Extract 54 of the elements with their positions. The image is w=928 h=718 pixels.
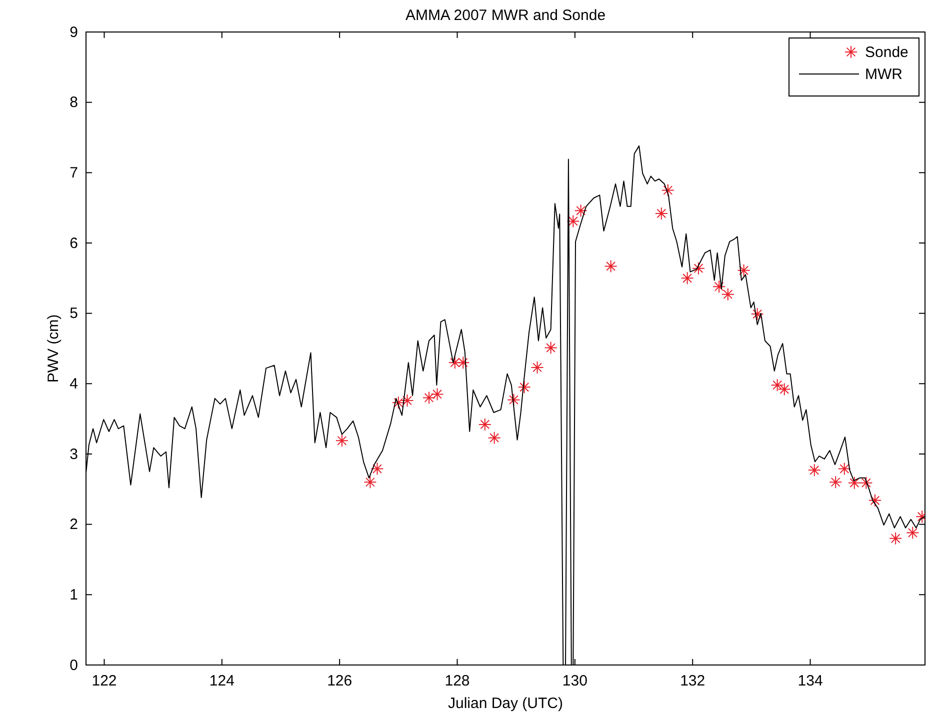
point: [712, 280, 726, 294]
point: [544, 341, 558, 354]
y-tick-label: 1: [70, 586, 78, 604]
point: [868, 494, 882, 507]
point: [661, 184, 674, 197]
point: [604, 260, 618, 273]
point: [530, 360, 544, 374]
y-tick-label: 7: [70, 164, 78, 182]
y-tick-label: 9: [70, 24, 78, 41]
point: [488, 431, 501, 444]
point: [518, 380, 531, 394]
x-tick-label: 130: [562, 672, 588, 690]
point: [574, 204, 588, 218]
legend-label: MWR: [865, 66, 903, 83]
x-tick-label: 122: [92, 672, 117, 690]
y-tick-label: 5: [70, 305, 78, 322]
x-tick-label: 134: [798, 672, 823, 690]
point: [335, 434, 348, 448]
point: [808, 464, 821, 477]
point: [829, 476, 842, 489]
chart-title: AMMA 2007 MWR and Sonde: [405, 7, 606, 24]
y-tick-label: 0: [70, 656, 78, 674]
point: [770, 378, 784, 392]
x-tick-label: 126: [327, 672, 352, 690]
x-axis-title: Julian Day (UTC): [448, 695, 564, 712]
point: [507, 393, 520, 406]
point: [654, 206, 668, 220]
point: [750, 308, 764, 321]
point: [889, 532, 902, 545]
point: [566, 214, 580, 228]
point: [448, 356, 462, 370]
point: [680, 272, 694, 285]
point: [364, 476, 377, 489]
y-tick-label: 2: [70, 516, 78, 534]
x-tick-label: 128: [444, 672, 470, 690]
point: [456, 356, 470, 370]
point: [370, 462, 384, 476]
y-tick-label: 4: [70, 375, 78, 392]
y-tick-label: 3: [70, 446, 78, 463]
y-tick-label: 8: [70, 94, 78, 112]
x-tick-label: 132: [680, 672, 706, 690]
point: [737, 264, 750, 277]
point: [838, 462, 851, 476]
legend-label: Sonde: [865, 44, 908, 61]
y-tick-label: 6: [70, 234, 78, 252]
point: [721, 288, 734, 301]
point: [778, 382, 791, 396]
point: [692, 262, 705, 275]
point: [848, 476, 861, 490]
point: [860, 476, 873, 490]
point: [478, 418, 492, 431]
y-axis-title: PWV (cm): [45, 314, 62, 383]
point: [906, 526, 920, 540]
x-tick-label: 124: [209, 672, 234, 690]
